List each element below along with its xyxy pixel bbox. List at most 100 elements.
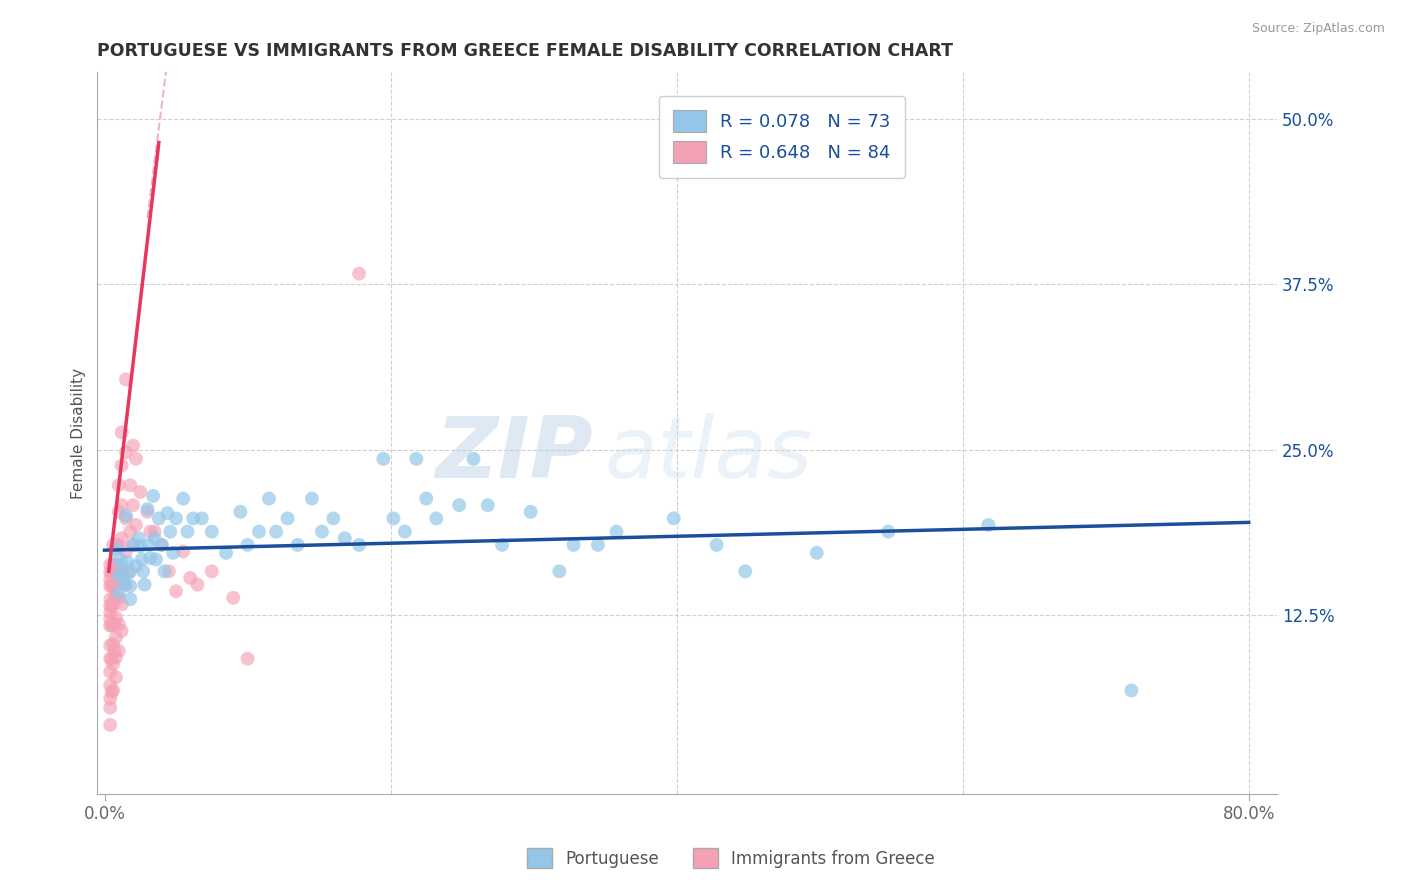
Point <box>347 267 370 281</box>
Point <box>236 651 259 665</box>
Point <box>111 624 134 638</box>
Point <box>264 524 287 539</box>
Point <box>181 511 204 525</box>
Point <box>120 579 142 593</box>
Point <box>153 565 176 579</box>
Point <box>222 591 245 605</box>
Point <box>107 538 129 552</box>
Text: atlas: atlas <box>605 413 813 496</box>
Point <box>311 524 333 539</box>
Point <box>107 568 129 582</box>
Point <box>122 498 145 512</box>
Point <box>101 538 124 552</box>
Point <box>98 678 121 692</box>
Text: PORTUGUESE VS IMMIGRANTS FROM GREECE FEMALE DISABILITY CORRELATION CHART: PORTUGUESE VS IMMIGRANTS FROM GREECE FEM… <box>97 42 953 60</box>
Point <box>120 524 142 539</box>
Point <box>111 531 134 545</box>
Point <box>131 552 153 566</box>
Point <box>115 508 138 523</box>
Point <box>118 566 141 580</box>
Point <box>322 511 344 525</box>
Point <box>159 524 181 539</box>
Point <box>107 617 129 632</box>
Point <box>115 372 138 386</box>
Point <box>548 565 571 579</box>
Point <box>114 577 136 591</box>
Point <box>236 538 259 552</box>
Point <box>190 511 212 525</box>
Point <box>143 531 166 545</box>
Point <box>132 565 155 579</box>
Point <box>100 579 122 593</box>
Point <box>347 538 370 552</box>
Point <box>172 544 194 558</box>
Point <box>98 566 121 580</box>
Point <box>201 524 224 539</box>
Point <box>287 538 309 552</box>
Point <box>111 565 134 579</box>
Point <box>98 665 121 679</box>
Point <box>301 491 323 506</box>
Point <box>104 670 127 684</box>
Point <box>157 565 180 579</box>
Point <box>125 451 148 466</box>
Point <box>98 700 121 714</box>
Point <box>165 511 187 525</box>
Point <box>586 538 609 552</box>
Point <box>107 565 129 579</box>
Point <box>706 538 728 552</box>
Point <box>562 538 585 552</box>
Point <box>104 591 127 605</box>
Point <box>122 538 145 552</box>
Point <box>98 606 121 620</box>
Point <box>394 524 416 539</box>
Point <box>100 566 122 580</box>
Point <box>247 524 270 539</box>
Point <box>104 631 127 645</box>
Point <box>115 511 138 525</box>
Point <box>122 439 145 453</box>
Point <box>201 565 224 579</box>
Point <box>179 571 201 585</box>
Point <box>111 558 134 572</box>
Point <box>115 577 138 591</box>
Point <box>125 518 148 533</box>
Point <box>142 489 165 503</box>
Point <box>128 531 150 545</box>
Point <box>98 572 121 586</box>
Point <box>104 558 127 572</box>
Point <box>115 544 138 558</box>
Point <box>120 478 142 492</box>
Point <box>150 538 173 552</box>
Point <box>98 651 121 665</box>
Point <box>100 618 122 632</box>
Point <box>103 617 125 632</box>
Point <box>172 491 194 506</box>
Point <box>129 539 152 553</box>
Point <box>104 650 127 665</box>
Point <box>101 617 124 632</box>
Point <box>519 505 541 519</box>
Point <box>122 538 145 552</box>
Point <box>101 637 124 651</box>
Point <box>103 644 125 658</box>
Point <box>100 685 122 699</box>
Point <box>98 718 121 732</box>
Point <box>101 657 124 671</box>
Point <box>104 541 127 556</box>
Point <box>148 511 170 525</box>
Point <box>150 538 173 552</box>
Point <box>98 599 121 613</box>
Point <box>111 598 134 612</box>
Point <box>463 451 485 466</box>
Point <box>98 618 121 632</box>
Point <box>111 458 134 473</box>
Point <box>415 491 437 506</box>
Point <box>143 524 166 539</box>
Point <box>98 691 121 706</box>
Point <box>806 546 828 560</box>
Point <box>120 565 142 579</box>
Point <box>101 683 124 698</box>
Point <box>1121 683 1143 698</box>
Point <box>104 577 127 591</box>
